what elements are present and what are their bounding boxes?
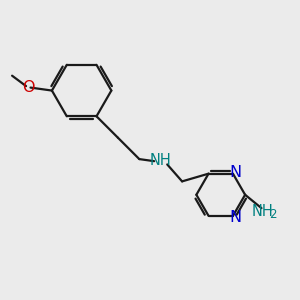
- Text: N: N: [230, 165, 242, 180]
- Text: NH: NH: [252, 204, 274, 219]
- Text: NH: NH: [150, 153, 172, 168]
- Text: 2: 2: [269, 208, 277, 221]
- Text: O: O: [22, 80, 34, 95]
- Text: N: N: [230, 210, 242, 225]
